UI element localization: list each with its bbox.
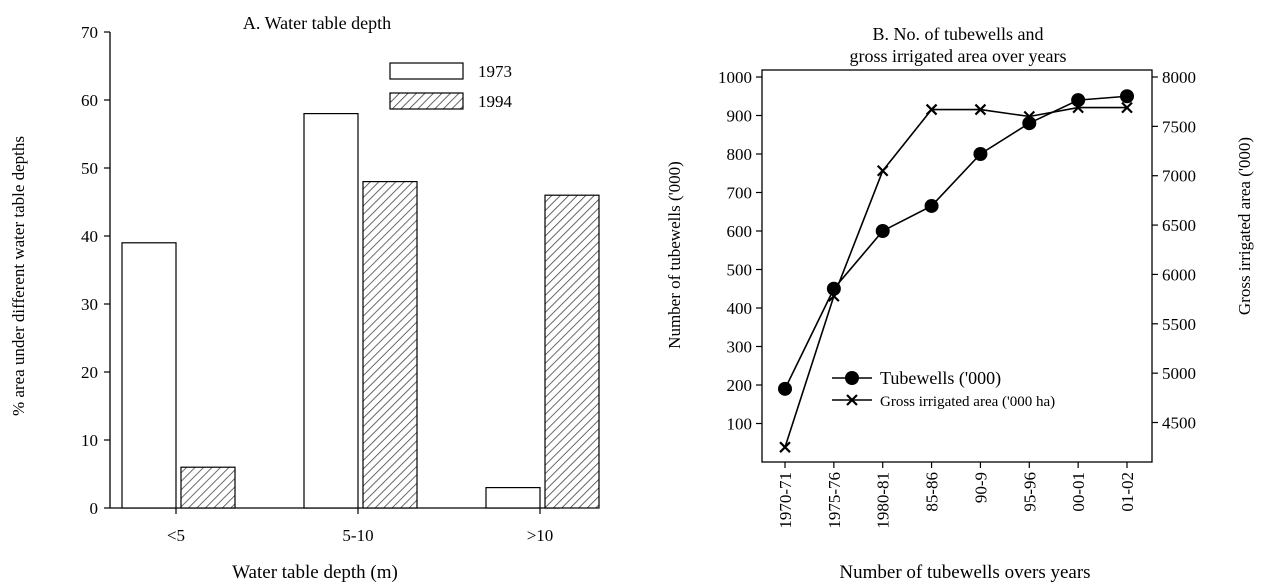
chart-b-point-gross-irrigated-area-7 — [1121, 101, 1133, 114]
chart-b-left-y-ticks: 100 200 300 400 500 600 700 800 900 1000 — [718, 68, 762, 434]
chart-b-title-line-1: B. No. of tubewells and — [873, 24, 1044, 44]
chart-a-x-tick-label: >10 — [527, 526, 554, 545]
chart-b-series — [778, 89, 1134, 453]
chart-a-y-ticks: 0 10 20 30 40 50 60 70 — [81, 23, 110, 518]
chart-a-bar-1973-1 — [303, 112, 359, 509]
chart-b-x-tick-label: 01-02 — [1118, 472, 1137, 512]
chart-b-x-tick-label: 85-86 — [923, 472, 942, 512]
chart-b-point-tubewells-7 — [1120, 89, 1134, 104]
chart-b-legend: Tubewells ('000) Gross irrigated area ('0… — [832, 368, 1055, 410]
chart-b-point-tubewells-5 — [1022, 116, 1037, 131]
chart-b-x-tick-label: 1980-81 — [874, 472, 893, 529]
chart-a-y-tick-label: 40 — [81, 227, 98, 246]
chart-b-point-gross-irrigated-area-5 — [1023, 110, 1036, 123]
chart-b-right-y-tick-label: 6000 — [1162, 265, 1196, 284]
chart-a-title: A. Water table depth — [243, 13, 391, 33]
chart-a-y-axis-label: % area under different water table depth… — [9, 136, 28, 416]
chart-b-point-gross-irrigated-area-1 — [828, 290, 840, 302]
chart-b-right-y-tick-label: 6500 — [1162, 216, 1196, 235]
chart-b-left-y-tick-label: 800 — [727, 145, 753, 164]
chart-a-x-tick-label: 5-10 — [342, 526, 373, 545]
chart-b-right-y-tick-label: 7500 — [1162, 117, 1196, 136]
chart-b-right-y-tick-label: 4500 — [1162, 414, 1196, 433]
chart-b-left-y-tick-label: 100 — [727, 415, 753, 434]
chart-a-y-tick-label: 0 — [90, 499, 99, 518]
chart-a-bar-1994-2 — [544, 194, 600, 509]
chart-b-legend-marker-gross-irrigated-area — [846, 394, 858, 406]
chart-b-point-tubewells-6 — [1071, 93, 1086, 108]
chart-b-legend-marker-tubewells — [845, 371, 859, 385]
chart-a-y-tick-label: 20 — [81, 363, 98, 382]
chart-b-point-tubewells-3 — [924, 198, 939, 213]
chart-a-y-tick-label: 50 — [81, 159, 98, 178]
chart-b-right-y-axis-label: Gross irrigated area ('000) — [1235, 137, 1254, 315]
chart-b-point-gross-irrigated-area-3 — [925, 103, 938, 116]
chart-a: A. Water table depth Water table depth (… — [9, 13, 600, 583]
chart-b-left-y-tick-label: 400 — [727, 299, 753, 318]
chart-b-right-y-tick-label: 5000 — [1162, 364, 1196, 383]
chart-b-left-y-axis-label: Number of tubewells ('000) — [665, 161, 684, 349]
chart-b-right-y-tick-label: 8000 — [1162, 68, 1196, 87]
chart-b-left-y-tick-label: 700 — [727, 184, 753, 203]
chart-a-legend-swatch-1973 — [389, 62, 464, 80]
chart-b-x-tick-label: 1975-76 — [825, 472, 844, 529]
chart-b-right-y-ticks: 4500 5000 5500 6000 6500 7000 7500 8000 — [1152, 68, 1196, 433]
chart-a-bar-1994-1 — [362, 181, 418, 509]
chart-a-bars — [121, 112, 600, 509]
chart-b-point-gross-irrigated-area-2 — [876, 165, 889, 177]
chart-b-line-gross-irrigated-area — [784, 106, 1127, 448]
chart-b-legend-label-1: Gross irrigated area ('000 ha) — [880, 394, 1055, 410]
chart-a-bar-1973-0 — [121, 242, 177, 509]
chart-b-point-gross-irrigated-area-4 — [974, 103, 987, 116]
chart-b-title-line-2: gross irrigated area over years — [850, 46, 1067, 66]
chart-b-point-tubewells-2 — [875, 224, 890, 238]
chart-a-bar-1973-2 — [485, 487, 541, 509]
chart-a-legend: 1973 1994 — [389, 62, 513, 111]
chart-b-left-y-tick-label: 500 — [727, 261, 753, 280]
chart-b-left-y-tick-label: 200 — [727, 376, 753, 395]
chart-a-bar-1994-0 — [180, 466, 236, 509]
chart-b-point-gross-irrigated-area-6 — [1072, 101, 1084, 114]
chart-a-x-tick-label: <5 — [167, 526, 185, 545]
chart-a-y-tick-label: 60 — [81, 91, 98, 110]
chart-b-point-tubewells-0 — [778, 381, 792, 396]
chart-a-legend-swatch-1994 — [389, 92, 464, 110]
chart-a-x-ticks: <5 5-10 >10 — [167, 508, 553, 545]
chart-b-line-tubewells — [784, 95, 1128, 390]
chart-b-right-y-tick-label: 7000 — [1162, 167, 1196, 186]
chart-b-point-gross-irrigated-area-0 — [779, 441, 791, 453]
chart-b-right-y-tick-label: 5500 — [1162, 315, 1196, 334]
chart-a-y-tick-label: 70 — [81, 23, 98, 42]
chart-b-left-y-tick-label: 600 — [727, 222, 753, 241]
chart-b-x-tick-label: 90-9 — [971, 472, 990, 503]
chart-b: B. No. of tubewells and gross irrigated … — [665, 24, 1254, 583]
chart-b-x-tick-label: 95-96 — [1020, 472, 1039, 512]
chart-b-x-tick-label: 00-01 — [1069, 472, 1088, 512]
chart-b-left-y-tick-label: 1000 — [718, 68, 752, 87]
chart-b-point-tubewells-4 — [973, 147, 988, 161]
chart-b-legend-label-0: Tubewells ('000) — [880, 368, 1001, 389]
chart-a-legend-label-1973: 1973 — [478, 62, 512, 81]
chart-b-left-y-tick-label: 900 — [727, 107, 753, 126]
chart-b-x-axis-label: Number of tubewells overs years — [839, 562, 1090, 583]
chart-a-y-tick-label: 10 — [81, 431, 98, 450]
chart-a-y-tick-label: 30 — [81, 295, 98, 314]
chart-a-legend-label-1994: 1994 — [478, 92, 513, 111]
chart-b-x-ticks: 1970-71 1975-76 1980-81 85-86 90-9 95-96 00-01… — [776, 462, 1137, 529]
chart-b-x-tick-label: 1970-71 — [776, 472, 795, 529]
chart-b-plot-frame — [761, 69, 1153, 463]
chart-b-left-y-tick-label: 300 — [727, 338, 753, 357]
chart-a-x-axis-label: Water table depth (m) — [232, 562, 398, 583]
